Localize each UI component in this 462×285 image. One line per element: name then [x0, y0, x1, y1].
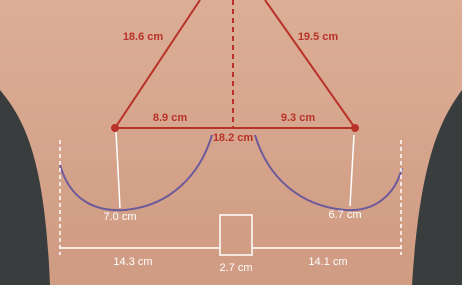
point [111, 124, 119, 132]
label: 14.1 cm [308, 256, 347, 268]
label: 18.6 cm [123, 31, 164, 43]
label: 8.9 cm [153, 112, 187, 124]
label: 18.2 cm [213, 132, 254, 144]
point [351, 124, 359, 132]
label: 14.3 cm [113, 256, 152, 268]
label: 19.5 cm [298, 31, 339, 43]
page: {"measurements": { "left_notch_to_nipple… [0, 0, 462, 285]
label: 7.0 cm [103, 211, 136, 223]
label: 6.7 cm [328, 209, 361, 221]
annotated-diagram: 18.6 cm 19.5 cm 8.9 cm 9.3 cm 18.2 cm 7.… [0, 0, 462, 285]
label: 2.7 cm [219, 262, 252, 274]
label: 9.3 cm [281, 112, 315, 124]
